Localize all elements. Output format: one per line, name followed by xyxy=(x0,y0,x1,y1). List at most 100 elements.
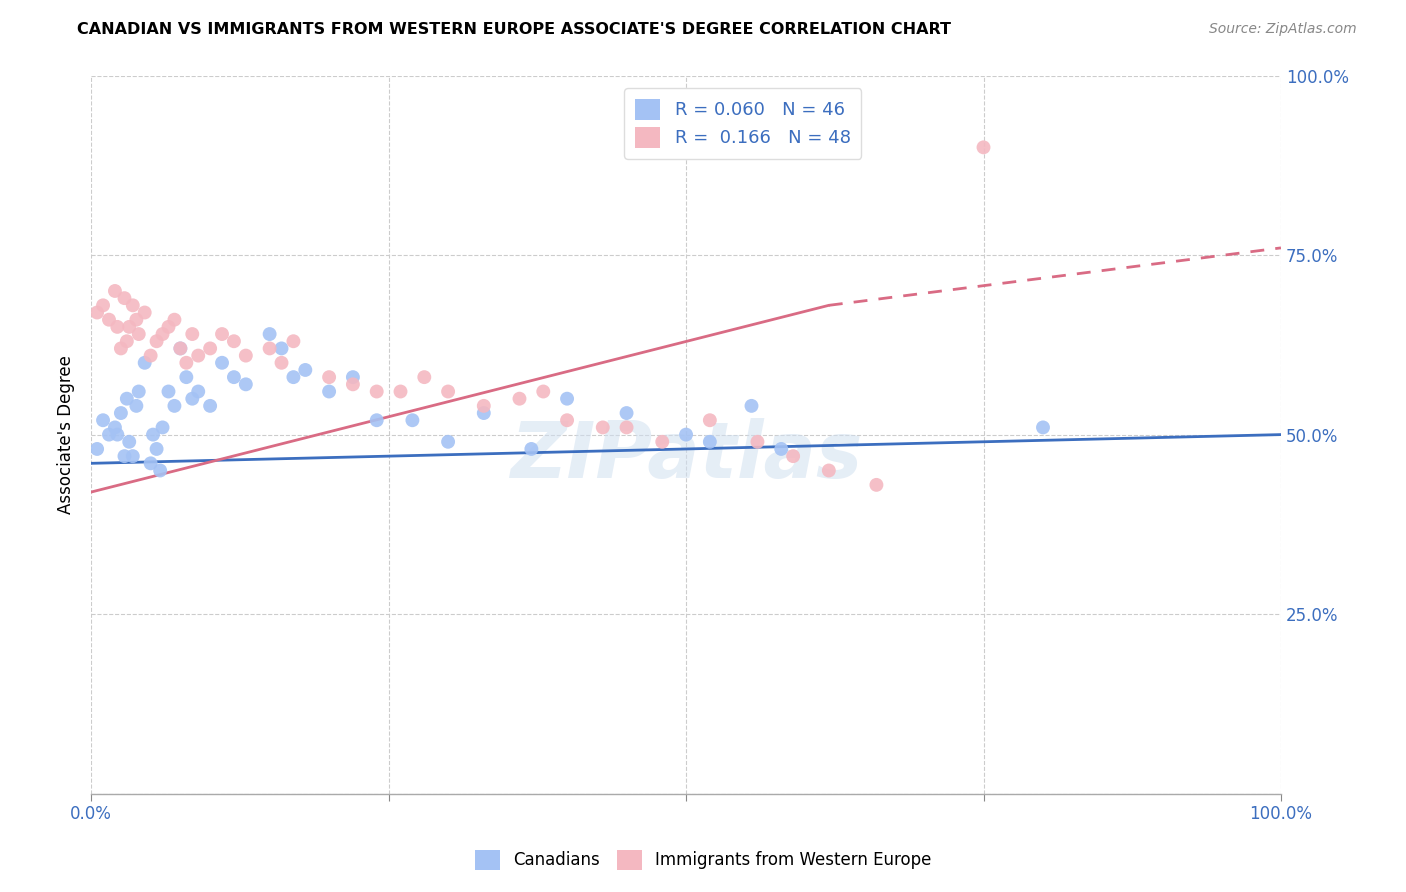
Point xyxy=(91,413,114,427)
Point xyxy=(675,427,697,442)
Point xyxy=(152,420,174,434)
Point xyxy=(259,342,281,356)
Point xyxy=(125,399,148,413)
Point xyxy=(187,349,209,363)
Point xyxy=(115,334,138,349)
Point xyxy=(318,370,340,384)
Text: CANADIAN VS IMMIGRANTS FROM WESTERN EUROPE ASSOCIATE'S DEGREE CORRELATION CHART: CANADIAN VS IMMIGRANTS FROM WESTERN EURO… xyxy=(77,22,952,37)
Point xyxy=(616,420,638,434)
Point xyxy=(520,442,543,456)
Point xyxy=(139,349,162,363)
Point xyxy=(699,434,721,449)
Point xyxy=(294,363,316,377)
Y-axis label: Associate's Degree: Associate's Degree xyxy=(58,355,75,514)
Text: ZIPatlas: ZIPatlas xyxy=(510,418,862,494)
Point xyxy=(118,319,141,334)
Point xyxy=(187,384,209,399)
Point xyxy=(270,342,292,356)
Point xyxy=(401,413,423,427)
Point xyxy=(163,312,186,326)
Point xyxy=(555,392,578,406)
Point xyxy=(110,342,132,356)
Point xyxy=(157,319,180,334)
Point xyxy=(318,384,340,399)
Point xyxy=(222,370,245,384)
Point xyxy=(114,449,136,463)
Point xyxy=(121,449,143,463)
Point xyxy=(181,392,204,406)
Point xyxy=(128,327,150,342)
Point xyxy=(145,442,167,456)
Point xyxy=(235,377,257,392)
Point xyxy=(118,434,141,449)
Point xyxy=(86,305,108,319)
Point xyxy=(1032,420,1054,434)
Text: Source: ZipAtlas.com: Source: ZipAtlas.com xyxy=(1209,22,1357,37)
Point xyxy=(283,334,305,349)
Point xyxy=(342,370,364,384)
Point xyxy=(389,384,412,399)
Point xyxy=(747,434,769,449)
Point xyxy=(472,406,495,420)
Point xyxy=(865,478,887,492)
Point xyxy=(86,442,108,456)
Point xyxy=(176,370,198,384)
Point xyxy=(98,312,121,326)
Legend: R = 0.060   N = 46, R =  0.166   N = 48: R = 0.060 N = 46, R = 0.166 N = 48 xyxy=(624,88,862,159)
Point xyxy=(114,291,136,305)
Point xyxy=(163,399,186,413)
Point xyxy=(283,370,305,384)
Point xyxy=(531,384,554,399)
Point xyxy=(699,413,721,427)
Point xyxy=(152,327,174,342)
Point xyxy=(110,406,132,420)
Point xyxy=(817,463,839,477)
Point xyxy=(104,420,127,434)
Point xyxy=(259,327,281,342)
Point xyxy=(973,140,995,154)
Point xyxy=(115,392,138,406)
Legend: Canadians, Immigrants from Western Europe: Canadians, Immigrants from Western Europ… xyxy=(468,843,938,877)
Point xyxy=(770,442,793,456)
Point xyxy=(782,449,804,463)
Point xyxy=(121,298,143,312)
Point xyxy=(437,434,460,449)
Point xyxy=(270,356,292,370)
Point xyxy=(105,319,128,334)
Point xyxy=(740,399,762,413)
Point xyxy=(125,312,148,326)
Point xyxy=(142,427,165,442)
Point xyxy=(651,434,673,449)
Point xyxy=(222,334,245,349)
Point xyxy=(211,356,233,370)
Point xyxy=(91,298,114,312)
Point xyxy=(181,327,204,342)
Point xyxy=(157,384,180,399)
Point xyxy=(169,342,191,356)
Point xyxy=(555,413,578,427)
Point xyxy=(413,370,436,384)
Point xyxy=(198,399,221,413)
Point xyxy=(366,413,388,427)
Point xyxy=(134,356,156,370)
Point xyxy=(592,420,614,434)
Point xyxy=(437,384,460,399)
Point xyxy=(98,427,121,442)
Point xyxy=(508,392,530,406)
Point xyxy=(211,327,233,342)
Point xyxy=(169,342,191,356)
Point xyxy=(342,377,364,392)
Point xyxy=(139,456,162,470)
Point xyxy=(105,427,128,442)
Point xyxy=(366,384,388,399)
Point xyxy=(149,463,172,477)
Point xyxy=(235,349,257,363)
Point xyxy=(145,334,167,349)
Point xyxy=(176,356,198,370)
Point xyxy=(104,284,127,298)
Point xyxy=(198,342,221,356)
Point xyxy=(134,305,156,319)
Point xyxy=(616,406,638,420)
Point xyxy=(128,384,150,399)
Point xyxy=(472,399,495,413)
